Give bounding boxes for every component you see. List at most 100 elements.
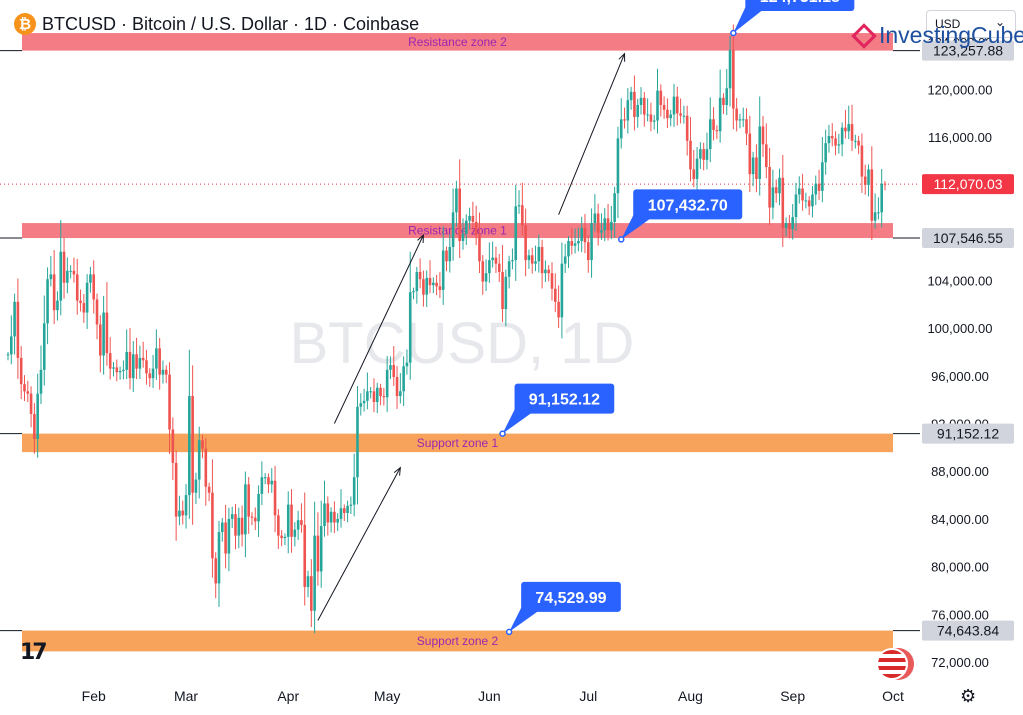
candle-body [389, 365, 392, 370]
candle-body [399, 391, 402, 397]
candle-body [372, 391, 376, 403]
candle-body [478, 235, 481, 262]
axis-level-text-1: 123,257.88 [933, 43, 1003, 59]
symbol-title[interactable]: BTCUSD · Bitcoin / U.S. Dollar · 1D · Co… [42, 13, 420, 34]
candle-body [586, 242, 590, 261]
candle-body [131, 354, 135, 379]
candle-body [359, 403, 363, 407]
candle-body [197, 440, 201, 480]
cube-logo-icon [851, 23, 877, 49]
zone-label-1: Resistance zone 2 [408, 35, 507, 49]
candle-body [870, 169, 874, 221]
chevron-down-icon: ⌄ [994, 15, 1005, 29]
candle-body [580, 227, 583, 241]
candle-body [507, 261, 511, 277]
candle-body [511, 260, 514, 262]
candle-body [461, 233, 465, 241]
candle-body [283, 536, 287, 539]
candle-body [804, 200, 808, 202]
candle-body [253, 517, 257, 522]
candle-body [49, 274, 53, 280]
candle-body [250, 516, 254, 518]
price-callout-box-4[interactable] [521, 581, 621, 612]
candle-body [827, 136, 831, 144]
x-tick-label: Aug [678, 688, 703, 704]
price-callout-text-4: 74,529.99 [535, 590, 606, 607]
candle-body [758, 126, 762, 179]
candle-body [432, 282, 435, 286]
candle-body [247, 484, 250, 517]
candle-body [234, 514, 237, 536]
candle-body [857, 140, 860, 146]
candle-body [728, 50, 732, 89]
candle-body [135, 354, 138, 369]
candle-body [765, 144, 768, 168]
candle-body [712, 119, 715, 131]
trend-arrowhead-2 [417, 233, 424, 244]
axis-level-text-4: 91,152.12 [937, 426, 999, 442]
candle-body [240, 517, 244, 535]
candle-body [778, 177, 781, 194]
zone-band-1 [22, 33, 893, 51]
price-callout-box-1[interactable] [745, 0, 855, 12]
candle-body [349, 504, 353, 506]
x-tick-label: Sep [780, 688, 805, 704]
candle-body [145, 360, 148, 374]
candle-body [544, 269, 547, 274]
candle-body [504, 276, 508, 309]
candle-body [844, 127, 847, 132]
candle-body [517, 205, 521, 207]
candle-body [375, 387, 379, 403]
candle-body [441, 250, 445, 290]
candle-body [408, 292, 412, 363]
candle-body [501, 272, 504, 309]
candle-body [837, 144, 841, 146]
candle-body [445, 250, 448, 262]
candle-body [33, 413, 36, 440]
candle-body [356, 406, 359, 478]
candle-body [824, 143, 827, 163]
candle-body [850, 124, 854, 141]
candle-body [296, 520, 300, 530]
y-tick-label: 116,000.00 [928, 130, 992, 145]
candle-body [56, 300, 59, 311]
candle-body [263, 477, 267, 479]
y-tick-label: 84,000.00 [931, 512, 989, 527]
candle-body [155, 348, 158, 369]
price-callout-tail-2 [621, 211, 650, 240]
candle-body [695, 158, 699, 179]
candle-body [141, 357, 145, 361]
candle-body [547, 269, 551, 274]
currency-button[interactable]: USD ⌄ [926, 10, 1016, 38]
settings-gear-icon[interactable]: ⚙ [960, 686, 977, 706]
candle-body [89, 274, 92, 283]
candle-body [567, 240, 570, 257]
candle-body [85, 282, 89, 313]
us-flag-icon [876, 648, 908, 680]
candle-body [464, 220, 468, 234]
candle-body [633, 91, 636, 117]
price-callout-box-3[interactable] [514, 383, 615, 414]
candle-body [178, 510, 181, 517]
tradingview-logo-icon[interactable]: 17 [20, 640, 48, 665]
candle-body [738, 119, 742, 121]
candle-body [112, 367, 115, 369]
candle-body [39, 369, 43, 394]
candle-body [662, 104, 666, 110]
candle-body [194, 479, 198, 493]
candle-body [29, 393, 33, 414]
candle-body [705, 149, 709, 160]
candle-body [877, 212, 880, 214]
candle-body [62, 251, 66, 283]
y-tick-label: 104,000.00 [927, 273, 992, 288]
price-callout-box-2[interactable] [633, 189, 743, 220]
candle-body [105, 312, 109, 354]
candle-body [484, 273, 488, 282]
candle-body [745, 119, 748, 134]
candle-body [606, 218, 610, 231]
candle-body [577, 240, 580, 244]
candle-body [468, 215, 471, 221]
x-tick-label: May [374, 688, 400, 704]
candle-body [527, 255, 531, 261]
